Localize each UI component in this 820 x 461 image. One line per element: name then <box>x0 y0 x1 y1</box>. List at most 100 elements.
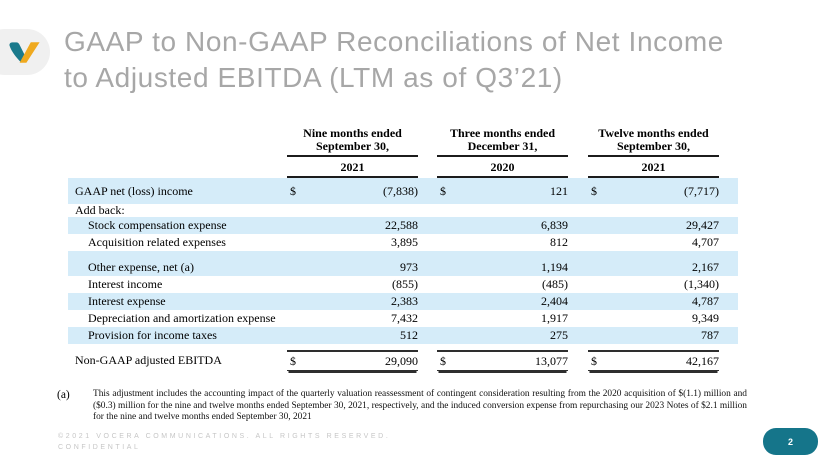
cell-value: 275 <box>550 328 568 342</box>
value-cell: (1,340) <box>588 277 719 292</box>
column-gap <box>418 217 437 234</box>
table-row: Provision for income taxes 512 275 787 <box>68 327 738 344</box>
vocera-v-icon <box>9 42 40 63</box>
row-right-pad <box>719 350 736 371</box>
row-label: Interest income <box>88 277 163 291</box>
footnote-marker: (a) <box>57 389 70 401</box>
column-gap <box>568 293 588 310</box>
column-gap <box>418 327 437 344</box>
cell-value: 2,404 <box>541 294 568 308</box>
row-right-pad <box>719 310 736 327</box>
column-gap <box>418 204 437 217</box>
currency-symbol: $ <box>591 354 597 368</box>
column-gap <box>568 234 588 251</box>
column-gap <box>418 178 437 204</box>
column-period-line1: Twelve months ended <box>598 126 709 140</box>
column-period-line2: December 31, <box>467 139 538 153</box>
column-year: 2021 <box>588 160 719 178</box>
page-title: GAAP to Non-GAAP Reconciliations of Net … <box>64 24 784 96</box>
cell-value: 787 <box>701 328 719 342</box>
value-cell: 3,895 <box>287 235 418 250</box>
currency-symbol: $ <box>290 183 296 198</box>
currency-symbol: $ <box>290 354 296 368</box>
cell-value: 4,707 <box>692 235 719 249</box>
cell-value: 4,787 <box>692 294 719 308</box>
value-cell: 9,349 <box>588 311 719 326</box>
cell-value: 29,090 <box>385 354 418 368</box>
row-label: Acquisition related expenses <box>88 235 226 249</box>
row-right-pad <box>719 204 736 217</box>
table-row: Stock compensation expense 22,588 6,839 29,… <box>68 217 738 234</box>
cell-value: 6,839 <box>541 218 568 232</box>
footnote-text: This adjustment includes the accounting … <box>93 389 747 422</box>
value-cell: 512 <box>287 328 418 343</box>
cell-value: 812 <box>550 235 568 249</box>
table-row: Interest expense 2,383 2,404 4,787 <box>68 293 738 310</box>
value-cell: $13,077 <box>437 350 568 371</box>
cell-value: (7,717) <box>684 183 719 198</box>
column-gap <box>418 350 437 371</box>
cell-value: 42,167 <box>686 354 719 368</box>
value-cell: 4,707 <box>588 235 719 250</box>
reconciliation-table: Nine months ended September 30, 2021 Thr… <box>68 127 738 371</box>
column-gap <box>568 276 588 293</box>
row-right-pad <box>719 217 736 234</box>
row-right-pad <box>719 251 736 259</box>
column-gap <box>568 251 588 259</box>
cell-value: 13,077 <box>535 354 568 368</box>
column-period-line1: Nine months ended <box>303 126 402 140</box>
column-period-line2: September 30, <box>315 139 390 153</box>
confidential-text: CONFIDENTIAL <box>58 444 141 451</box>
title-line-1: GAAP to Non-GAAP Reconciliations of Net … <box>64 26 724 57</box>
value-cell: 1,917 <box>437 311 568 326</box>
cell-value: 973 <box>400 260 418 274</box>
value-cell: 787 <box>588 328 719 343</box>
cell-value: 7,432 <box>391 311 418 325</box>
value-cell: 7,432 <box>287 311 418 326</box>
row-right-pad <box>719 293 736 310</box>
row-label: GAAP net (loss) income <box>75 183 193 198</box>
table-header: Nine months ended September 30, 2021 Thr… <box>68 127 738 178</box>
column-gap <box>568 327 588 344</box>
column-gap <box>418 127 437 178</box>
column-gap <box>568 259 588 276</box>
value-cell: $121 <box>437 184 568 199</box>
value-cell: $29,090 <box>287 350 418 371</box>
column-header-three-months: Three months ended December 31, 2020 <box>437 127 568 178</box>
row-right-pad <box>719 178 736 204</box>
table-spacer-row <box>68 251 738 259</box>
value-cell: 4,787 <box>588 294 719 309</box>
value-cell: (855) <box>287 277 418 292</box>
value-cell: 812 <box>437 235 568 250</box>
cell-value: 29,427 <box>686 218 719 232</box>
table-row: GAAP net (loss) income $ (7,838) $121 $ (7,71… <box>68 178 738 204</box>
value-cell: (485) <box>437 277 568 292</box>
cell-value: (855) <box>392 277 418 291</box>
cell-value: 3,895 <box>391 235 418 249</box>
row-label: Depreciation and amortization expense <box>88 311 276 325</box>
row-label: Stock compensation expense <box>88 218 227 232</box>
column-gap <box>568 310 588 327</box>
currency-symbol: $ <box>591 183 597 198</box>
page-number: 2 <box>787 436 793 447</box>
value-cell: $42,167 <box>588 350 719 371</box>
value-cell: 29,427 <box>588 218 719 233</box>
value-cell: 6,839 <box>437 218 568 233</box>
footnote: (a) This adjustment includes the account… <box>57 389 747 424</box>
table-row: Acquisition related expenses 3,895 812 4,70… <box>68 234 738 251</box>
cell-value: 2,167 <box>692 260 719 274</box>
column-period-line2: September 30, <box>616 139 691 153</box>
cell-value: 121 <box>550 183 568 198</box>
value-cell: 973 <box>287 260 418 275</box>
table-body: GAAP net (loss) income $ (7,838) $121 $ (7,71… <box>68 178 738 371</box>
column-header-nine-months: Nine months ended September 30, 2021 <box>287 127 418 178</box>
title-line-2: to Adjusted EBITDA (LTM as of Q3’21) <box>64 62 563 93</box>
column-year: 2021 <box>287 160 418 178</box>
cell-value: 1,194 <box>541 260 568 274</box>
column-gap <box>418 234 437 251</box>
column-gap <box>418 310 437 327</box>
value-cell: 22,588 <box>287 218 418 233</box>
row-label: Interest expense <box>88 294 166 308</box>
cell-value: 2,383 <box>391 294 418 308</box>
